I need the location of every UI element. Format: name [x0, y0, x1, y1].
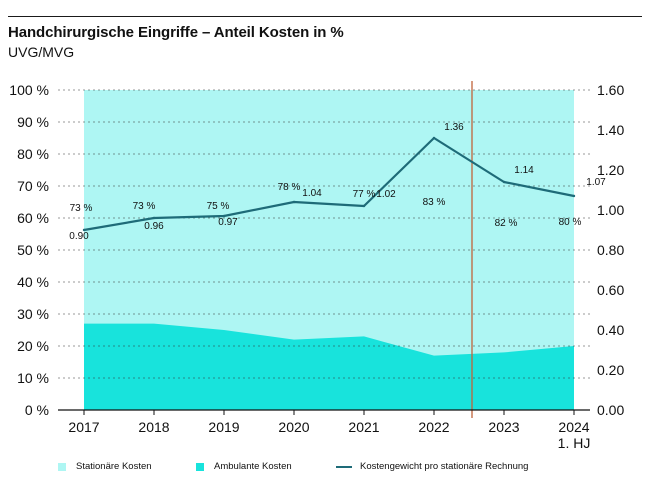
y-left-tick-label: 80 % [17, 146, 49, 162]
legend-swatch-ambulant [196, 462, 204, 471]
legend-label-kostengewicht: Kostengewicht pro stationäre Rechnung [360, 461, 529, 472]
kostengewicht-line [83, 136, 575, 232]
kostengewicht-point [572, 194, 576, 198]
y-right-tick-label: 1.60 [597, 82, 624, 98]
kostengewicht-label: 0.90 [69, 231, 89, 242]
kostengewicht-label: 1.14 [514, 165, 534, 176]
kostengewicht-point [362, 204, 366, 208]
kostengewicht-label: 1.07 [586, 177, 606, 188]
kostengewicht-label: 1.36 [444, 122, 464, 133]
kostengewicht-point [292, 200, 296, 204]
x-tick-label: 2021 [348, 419, 379, 435]
top-rule [8, 16, 642, 17]
legend: Stationäre Kosten Ambulante Kosten Koste… [0, 461, 650, 477]
y-left-tick-label: 90 % [17, 114, 49, 130]
y-left-tick-label: 70 % [17, 178, 49, 194]
chart-subtitle: UVG/MVG [8, 44, 75, 60]
stationaer-pct-label: 77 % [353, 189, 376, 200]
y-right-tick-label: 1.00 [597, 202, 624, 218]
legend-label-ambulant: Ambulante Kosten [214, 461, 292, 472]
y-right-tick-label: 0.60 [597, 282, 624, 298]
kostengewicht-point [82, 228, 86, 232]
stationaer-pct-label: 78 % [278, 182, 301, 193]
x-tick-label: 2023 [488, 419, 519, 435]
y-left-tick-label: 100 % [9, 82, 49, 98]
kostengewicht-point [222, 214, 226, 218]
stationaer-pct-label: 75 % [207, 201, 230, 212]
x-tick-sublabel: 1. HJ [558, 435, 591, 451]
stationaer-pct-label: 73 % [133, 201, 156, 212]
kostengewicht-point [432, 136, 436, 140]
legend-item-ambulant: Ambulante Kosten [196, 461, 292, 472]
kostengewicht-label: 1.02 [376, 189, 396, 200]
legend-swatch-stationaer [58, 462, 66, 471]
chart-title: Handchirurgische Eingriffe – Anteil Kost… [8, 24, 344, 41]
y-left-tick-label: 50 % [17, 242, 49, 258]
x-tick-label: 2017 [68, 419, 99, 435]
kostengewicht-point [502, 180, 506, 184]
y-right-tick-label: 1.20 [597, 162, 624, 178]
stationaer-pct-label: 80 % [559, 217, 582, 228]
y-left-tick-label: 20 % [17, 338, 49, 354]
y-right-tick-label: 0.40 [597, 322, 624, 338]
x-tick-label: 2022 [418, 419, 449, 435]
area-ambulant [84, 323, 574, 410]
x-tick-label: 2019 [208, 419, 239, 435]
kostengewicht-point [152, 216, 156, 220]
y-left-tick-label: 10 % [17, 370, 49, 386]
stationaer-pct-label: 83 % [423, 197, 446, 208]
y-right-tick-label: 0.00 [597, 402, 624, 418]
y-right-tick-label: 1.40 [597, 122, 624, 138]
y-left-tick-label: 30 % [17, 306, 49, 322]
stationaer-pct-label: 82 % [495, 218, 518, 229]
y-right-tick-label: 0.20 [597, 362, 624, 378]
legend-swatch-kostengewicht [336, 465, 352, 468]
x-tick-label: 2020 [278, 419, 309, 435]
y-right-tick-label: 0.80 [597, 242, 624, 258]
x-tick-label: 2018 [138, 419, 169, 435]
kostengewicht-label: 1.04 [302, 188, 322, 199]
kostengewicht-label: 0.97 [218, 217, 238, 228]
y-left-tick-label: 60 % [17, 210, 49, 226]
legend-item-kostengewicht: Kostengewicht pro stationäre Rechnung [336, 461, 528, 472]
legend-label-stationaer: Stationäre Kosten [76, 461, 152, 472]
stationaer-pct-label: 73 % [70, 203, 93, 214]
y-left-tick-label: 40 % [17, 274, 49, 290]
x-tick-label: 2024 [558, 419, 589, 435]
y-left-tick-label: 0 % [25, 402, 49, 418]
legend-item-stationaer: Stationäre Kosten [58, 461, 152, 472]
chart-svg: 0.90 0.96 0.97 1.04 1.02 1.36 1.14 1.07 73 % 73 %… [9, 81, 624, 451]
kostengewicht-label: 0.96 [144, 221, 164, 232]
